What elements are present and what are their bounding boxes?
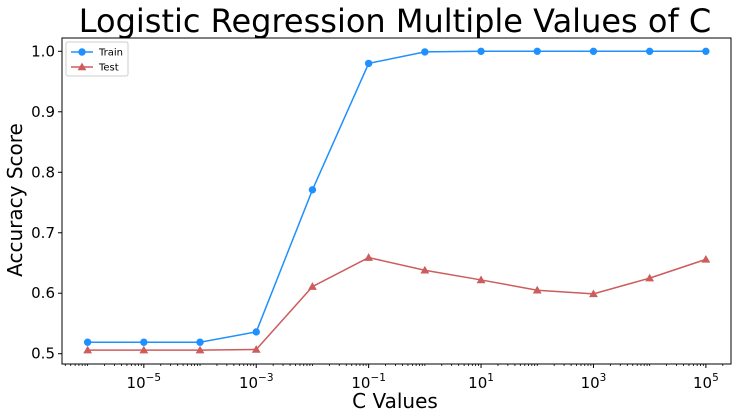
train-series-line bbox=[87, 50, 706, 343]
test-point-6 bbox=[420, 265, 430, 274]
legend-label-train: Train bbox=[98, 48, 123, 59]
test-point-10 bbox=[645, 273, 655, 282]
test-point-4 bbox=[308, 282, 317, 290]
legend-marker-test bbox=[77, 62, 87, 71]
y-axis: 0.5 0.6 0.7 0.8 0.9 1.0 bbox=[31, 42, 62, 363]
train-point-4 bbox=[308, 186, 317, 194]
x-axis-label: C Values bbox=[352, 389, 438, 413]
legend-label-test: Test bbox=[98, 63, 119, 74]
test-point-0 bbox=[83, 345, 93, 354]
test-point-7 bbox=[476, 275, 486, 284]
plot-border bbox=[61, 37, 732, 365]
test-point-5 bbox=[364, 253, 374, 261]
train-point-7 bbox=[477, 47, 485, 56]
x-tick-label: 10−5 bbox=[127, 372, 162, 392]
y-tick-label: 1.0 bbox=[31, 42, 55, 60]
test-point-2 bbox=[195, 345, 205, 354]
train-point-1 bbox=[140, 338, 148, 346]
train-point-0 bbox=[83, 338, 92, 346]
x-tick-label: 105 bbox=[693, 372, 719, 392]
test-point-9 bbox=[589, 289, 598, 298]
test-series-line bbox=[87, 256, 707, 351]
test-point-11 bbox=[701, 254, 711, 263]
x-tick-label: 101 bbox=[468, 372, 494, 392]
legend: Train Test bbox=[65, 41, 129, 77]
train-point-3 bbox=[252, 328, 260, 336]
train-point-9 bbox=[589, 47, 598, 56]
train-point-11 bbox=[702, 47, 710, 56]
legend-marker-train bbox=[78, 48, 86, 56]
x-tick-label: 10−1 bbox=[351, 372, 386, 392]
y-tick-label: 0.7 bbox=[31, 224, 55, 242]
y-tick-label: 0.9 bbox=[31, 103, 55, 121]
test-point-3 bbox=[251, 345, 261, 353]
chart-title: Logistic Regression Multiple Values of C bbox=[79, 2, 711, 40]
train-point-10 bbox=[645, 47, 654, 56]
y-tick-label: 0.8 bbox=[31, 163, 55, 181]
train-point-6 bbox=[421, 48, 429, 56]
y-tick-label: 0.6 bbox=[31, 284, 55, 302]
x-tick-label: 103 bbox=[581, 372, 607, 392]
x-tick-label: 10−3 bbox=[239, 372, 274, 392]
train-point-2 bbox=[196, 338, 204, 346]
test-point-1 bbox=[139, 345, 149, 354]
train-point-5 bbox=[364, 59, 373, 68]
series-layer bbox=[83, 47, 711, 354]
y-axis-label: Accuracy Score bbox=[3, 123, 27, 277]
train-point-8 bbox=[533, 47, 541, 56]
test-point-8 bbox=[532, 285, 542, 294]
x-axis: 10−5 10−3 10−1 101 103 105 bbox=[64, 364, 724, 392]
y-tick-label: 0.5 bbox=[31, 345, 55, 363]
plot-area bbox=[61, 37, 732, 365]
